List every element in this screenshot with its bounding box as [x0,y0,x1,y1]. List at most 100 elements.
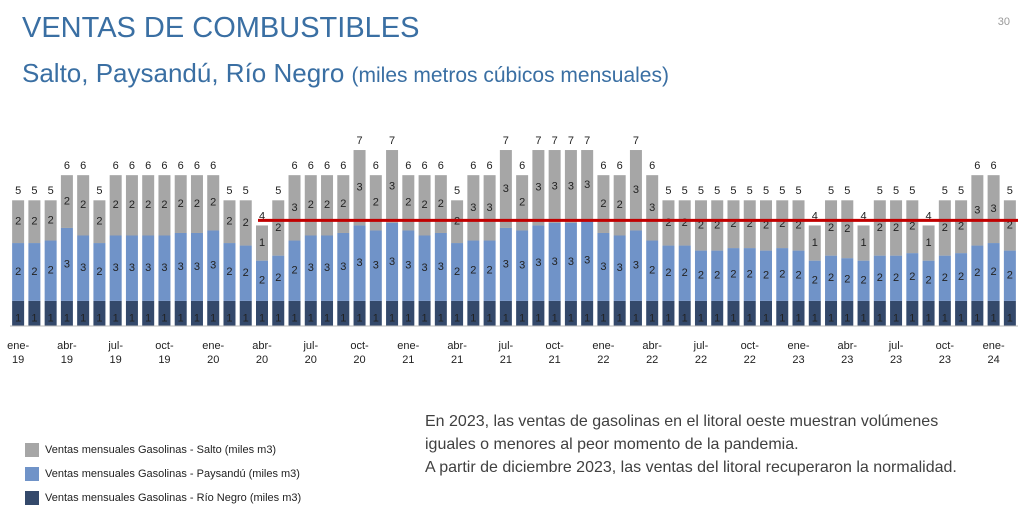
bar-segment [727,200,740,249]
segment-label: 3 [178,261,184,273]
total-label: 7 [633,135,639,147]
legend-item: Ventas mensuales Gasolinas - Salto (mile… [25,438,301,462]
segment-label: 1 [909,312,915,324]
bar-segment [955,253,968,301]
segment-label: 3 [438,261,444,273]
bar-segment [727,300,740,326]
legend-item: Ventas mensuales Gasolinas - Río Negro (… [25,486,301,510]
bar-segment [662,245,675,301]
segment-label: 2 [763,219,769,231]
x-tick-label-line: ene- [788,340,810,352]
bar-segment [662,200,675,246]
segment-label: 1 [519,312,525,324]
segment-label: 2 [145,199,151,211]
total-label: 5 [893,185,899,197]
segment-label: 3 [552,180,558,192]
bar-segment [597,300,610,326]
segment-label: 1 [503,312,509,324]
segment-label: 3 [80,262,86,274]
bar-segment [955,200,968,254]
segment-label: 2 [649,265,655,277]
segment-label: 3 [552,256,558,268]
bar-segment [906,253,919,301]
bar-segment [93,200,106,244]
bar-segment [1003,250,1016,301]
bar-segment [142,300,155,326]
segment-label: 3 [470,202,476,214]
bar-segment [597,175,610,233]
segment-label: 1 [145,312,151,324]
bar-segment [77,235,90,301]
bar-segment [825,300,838,326]
x-tick-label: abr- 19 [57,340,77,366]
x-tick-label-line: oct- [155,340,174,352]
segment-label: 1 [308,312,314,324]
legend-swatch [25,443,39,457]
bar-segment [272,200,285,256]
x-tick-label: oct- 20 [350,340,369,366]
segment-label: 2 [487,265,493,277]
x-tick-label-line: 20 [256,354,268,366]
total-label: 6 [422,160,428,172]
bar-segment [142,235,155,301]
total-label: 6 [373,160,379,172]
segment-label: 2 [714,270,720,282]
x-tick-label: ene- 21 [397,340,419,366]
annotation: En 2023, las ventas de gasolinas en el l… [425,410,985,479]
bar-segment [386,150,399,223]
x-tick-label-line: 21 [549,354,561,366]
segment-label: 1 [828,312,834,324]
bar-segment [158,175,171,236]
total-label: 6 [308,160,314,172]
bar-segment [60,300,73,326]
bar-segment [44,300,57,326]
bar-segment [12,200,25,244]
segment-label: 1 [15,312,21,324]
segment-label: 2 [15,216,21,228]
bar-segment [483,240,496,301]
segment-label: 1 [877,312,883,324]
segment-label: 2 [454,266,460,278]
bar-segment [581,220,594,301]
segment-label: 1 [926,237,932,249]
bar-segment [971,300,984,326]
total-label: 6 [324,160,330,172]
segment-label: 3 [503,258,509,270]
segment-label: 2 [909,221,915,233]
segment-label: 3 [64,258,70,270]
total-label: 6 [991,160,997,172]
segment-label: 1 [991,312,997,324]
bar-segment [256,300,268,326]
segment-label: 1 [812,237,818,249]
x-tick-label-line: oct- [741,340,760,352]
bar-segment [28,300,41,326]
segment-label: 3 [974,204,980,216]
bar-segment [711,300,724,326]
segment-label: 2 [730,268,736,280]
bar-segment [272,255,285,301]
x-tick-label: ene- 23 [788,340,810,366]
total-label: 5 [714,185,720,197]
bar-segment [694,200,707,251]
bar-segment [434,175,447,233]
segment-label: 1 [454,312,460,324]
total-label: 5 [454,185,460,197]
segment-label: 2 [519,197,525,209]
total-label: 5 [909,185,915,197]
bar-segment [987,175,1000,244]
bar-segment [678,300,691,326]
total-label: 6 [649,160,655,172]
bar-segment [1003,200,1016,251]
subtitle-main: Salto, Paysandú, Río Negro [22,58,345,88]
segment-label: 2 [812,275,818,287]
bar-segment [564,222,577,301]
segment-label: 2 [178,198,184,210]
bar-segment [629,150,642,231]
total-label: 5 [828,185,834,197]
bar-segment [906,300,919,326]
segment-label: 2 [779,218,785,230]
segment-label: 2 [96,266,102,278]
bar-segment [581,150,594,221]
bar-segment [857,300,870,326]
bar-segment [499,300,512,326]
